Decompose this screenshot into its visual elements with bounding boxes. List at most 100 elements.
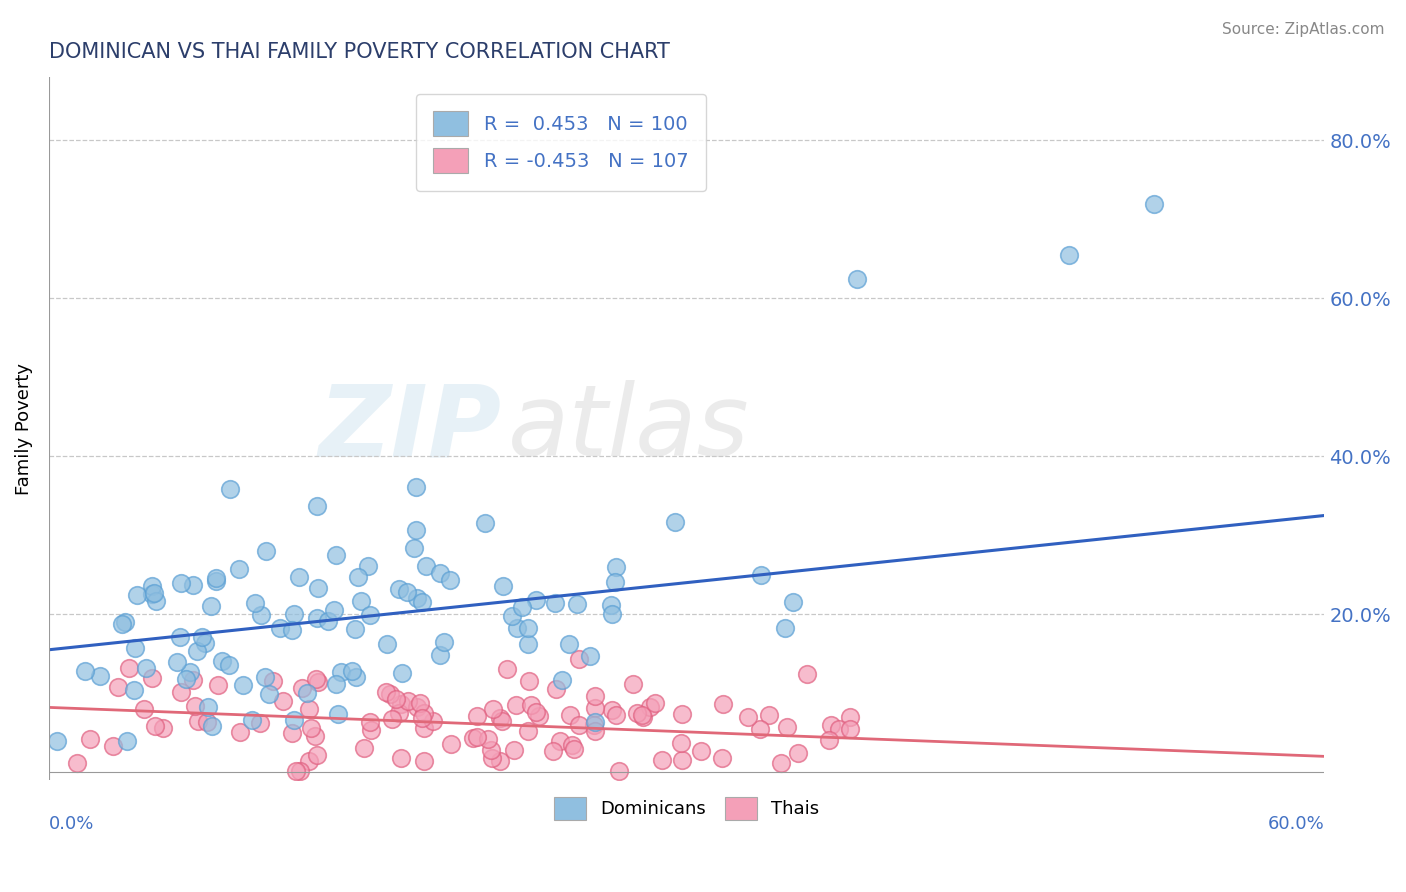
Point <box>201 719 224 733</box>
Point <box>583 701 606 715</box>
Point <box>561 738 583 752</box>
Point <box>413 722 436 736</box>
Point <box>517 637 540 651</box>
Point <box>183 578 205 592</box>
Point <box>671 706 693 721</box>
Point <box>288 764 311 778</box>
Point <box>602 702 624 716</box>
Point <box>340 664 363 678</box>
Point <box>357 558 380 573</box>
Point <box>787 746 810 760</box>
Point <box>492 579 515 593</box>
Point <box>603 574 626 589</box>
Point <box>124 641 146 656</box>
Point <box>187 714 209 729</box>
Point <box>631 710 654 724</box>
Point <box>491 714 513 728</box>
Point <box>817 733 839 747</box>
Point <box>845 271 868 285</box>
Point <box>582 718 605 732</box>
Point <box>474 516 496 530</box>
Point <box>229 725 252 739</box>
Point <box>411 711 433 725</box>
Point <box>170 685 193 699</box>
Point <box>350 594 373 608</box>
Point <box>465 730 488 744</box>
Point <box>359 714 381 729</box>
Text: DOMINICAN VS THAI FAMILY POVERTY CORRELATION CHART: DOMINICAN VS THAI FAMILY POVERTY CORRELA… <box>49 42 669 62</box>
Point <box>204 571 226 585</box>
Point <box>183 673 205 687</box>
Point <box>281 623 304 637</box>
Point <box>1143 196 1166 211</box>
Point <box>325 548 347 562</box>
Point <box>411 595 433 609</box>
Point <box>114 615 136 629</box>
Point <box>66 756 89 770</box>
Point <box>711 697 734 711</box>
Point <box>600 598 623 612</box>
Point <box>195 715 218 730</box>
Point <box>254 544 277 558</box>
Point <box>605 559 627 574</box>
Point <box>269 621 291 635</box>
Point <box>605 707 627 722</box>
Point <box>283 607 305 621</box>
Point <box>45 733 67 747</box>
Point <box>775 720 797 734</box>
Point <box>422 714 444 728</box>
Point <box>516 724 538 739</box>
Point <box>271 694 294 708</box>
Point <box>583 714 606 729</box>
Point <box>326 707 349 722</box>
Text: atlas: atlas <box>508 380 749 477</box>
Point <box>749 723 772 737</box>
Point <box>671 753 693 767</box>
Point <box>405 591 427 606</box>
Point <box>79 732 101 747</box>
Point <box>111 616 134 631</box>
Point <box>503 742 526 756</box>
Point <box>481 750 503 764</box>
Point <box>773 621 796 635</box>
Point <box>412 706 434 720</box>
Point <box>496 662 519 676</box>
Point <box>565 597 588 611</box>
Point <box>391 665 413 680</box>
Point <box>305 610 328 624</box>
Point <box>295 686 318 700</box>
Point <box>505 698 527 712</box>
Point <box>429 566 451 580</box>
Point <box>249 607 271 622</box>
Point <box>820 718 842 732</box>
Point <box>135 661 157 675</box>
Point <box>758 708 780 723</box>
Point <box>583 690 606 704</box>
Point <box>283 714 305 728</box>
Point <box>262 673 284 688</box>
Point <box>143 718 166 732</box>
Point <box>621 676 644 690</box>
Point <box>204 574 226 588</box>
Point <box>141 671 163 685</box>
Point <box>152 721 174 735</box>
Point <box>307 675 329 690</box>
Point <box>359 607 381 622</box>
Point <box>440 737 463 751</box>
Point <box>284 764 307 778</box>
Point <box>190 631 212 645</box>
Point <box>838 722 860 736</box>
Point <box>388 706 411 721</box>
Point <box>115 733 138 747</box>
Point <box>631 707 654 722</box>
Point <box>184 698 207 713</box>
Point <box>194 636 217 650</box>
Point <box>360 723 382 738</box>
Point <box>107 680 129 694</box>
Point <box>544 596 567 610</box>
Point <box>243 596 266 610</box>
Point <box>298 702 321 716</box>
Point <box>433 635 456 649</box>
Point <box>405 700 427 714</box>
Point <box>375 685 398 699</box>
